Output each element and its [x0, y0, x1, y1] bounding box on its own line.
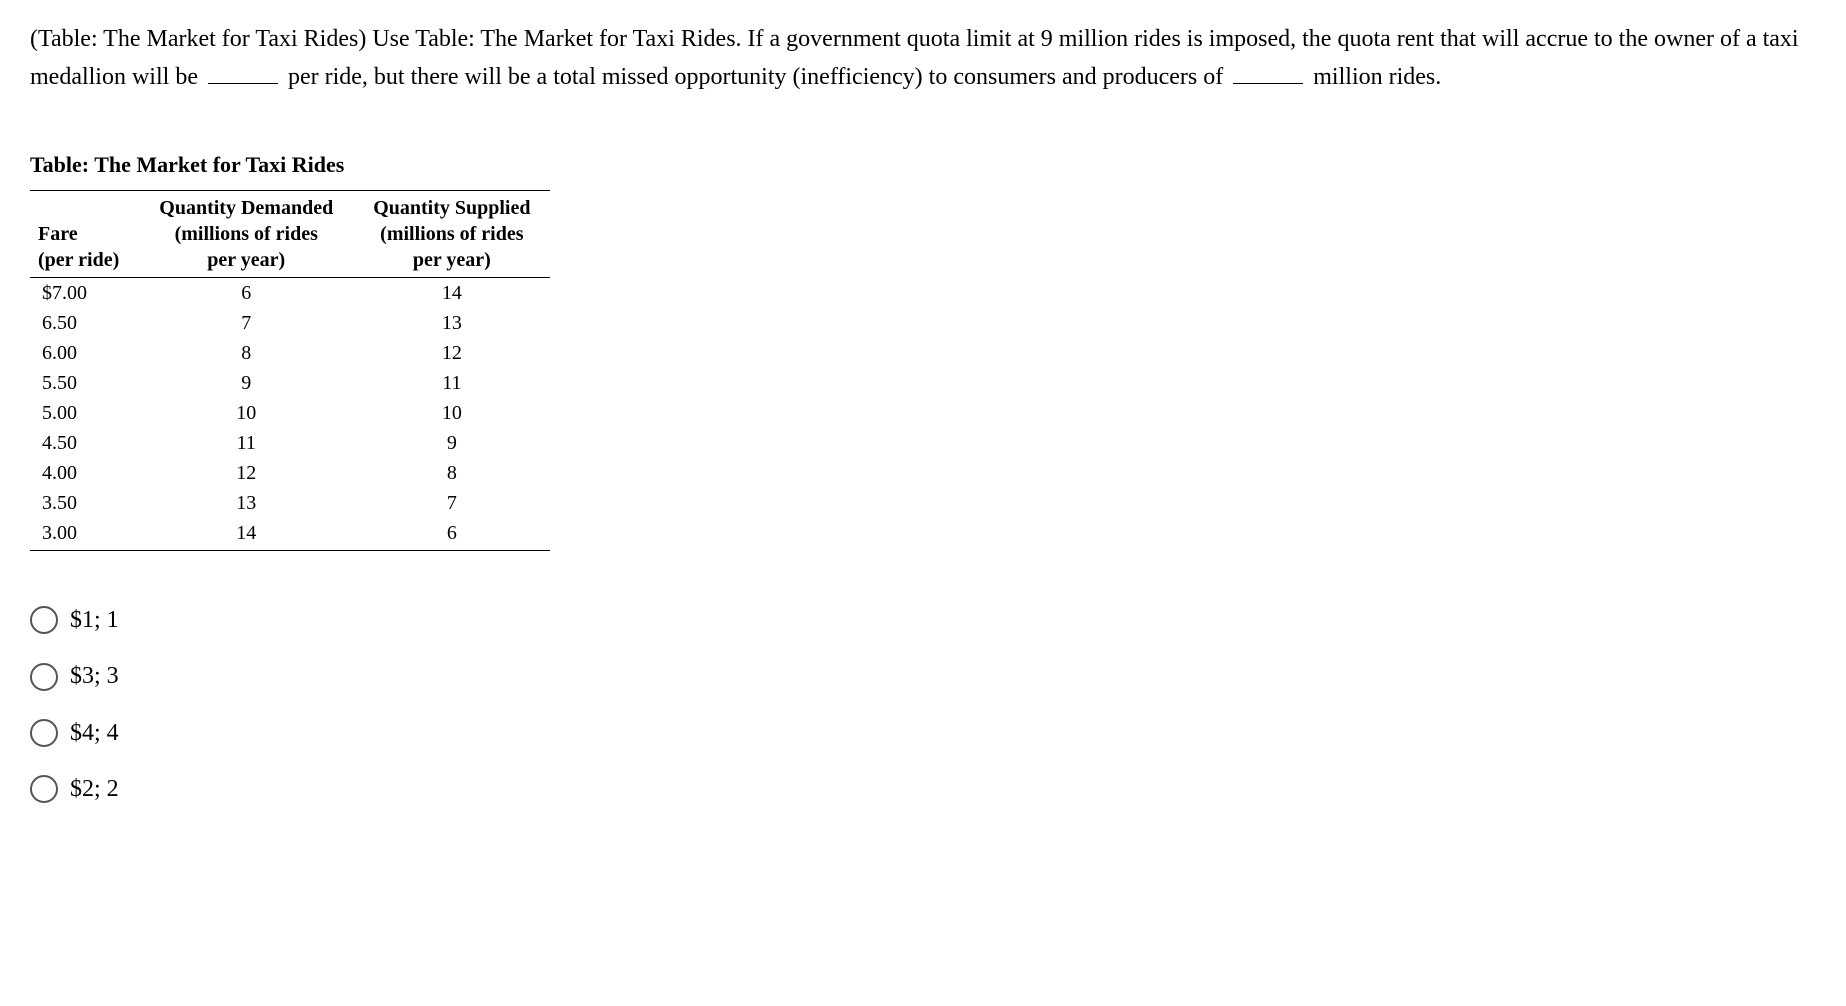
table-row: $7.00 6 14 [30, 277, 550, 308]
option-2[interactable]: $3; 3 [30, 657, 1816, 695]
table-row: 5.00 10 10 [30, 398, 550, 428]
table-body: $7.00 6 14 6.50 7 13 6.00 8 12 5.50 9 11… [30, 277, 550, 550]
options-list: $1; 1 $3; 3 $4; 4 $2; 2 [30, 601, 1816, 809]
radio-icon [30, 606, 58, 634]
radio-icon [30, 719, 58, 747]
blank-2 [1233, 83, 1303, 84]
radio-icon [30, 775, 58, 803]
table-row: 4.00 12 8 [30, 458, 550, 488]
table-row: 3.00 14 6 [30, 518, 550, 551]
header-supplied: Quantity Supplied (millions of rides per… [353, 190, 550, 277]
header-fare: Fare (per ride) [30, 190, 139, 277]
table-section: Table: The Market for Taxi Rides Fare (p… [30, 147, 1816, 551]
option-3[interactable]: $4; 4 [30, 714, 1816, 752]
table-row: 3.50 13 7 [30, 488, 550, 518]
radio-icon [30, 663, 58, 691]
option-label: $4; 4 [70, 714, 119, 752]
table-row: 6.50 7 13 [30, 308, 550, 338]
table-title: Table: The Market for Taxi Rides [30, 147, 1816, 182]
table-row: 6.00 8 12 [30, 338, 550, 368]
question-part2: per ride, but there will be a total miss… [282, 64, 1229, 90]
option-label: $3; 3 [70, 657, 119, 695]
option-label: $1; 1 [70, 601, 119, 639]
table-row: 4.50 11 9 [30, 428, 550, 458]
blank-1 [208, 83, 278, 84]
data-table: Fare (per ride) Quantity Demanded (milli… [30, 190, 550, 551]
question-text: (Table: The Market for Taxi Rides) Use T… [30, 20, 1816, 97]
table-row: 5.50 9 11 [30, 368, 550, 398]
question-part3: million rides. [1307, 64, 1441, 90]
option-label: $2; 2 [70, 770, 119, 808]
option-4[interactable]: $2; 2 [30, 770, 1816, 808]
header-demanded: Quantity Demanded (millions of rides per… [139, 190, 353, 277]
option-1[interactable]: $1; 1 [30, 601, 1816, 639]
